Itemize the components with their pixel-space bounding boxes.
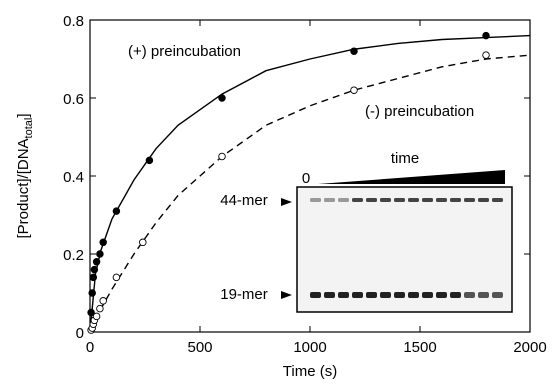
data-point	[113, 274, 120, 281]
x-tick-label: 1500	[403, 339, 436, 356]
gel-band	[324, 198, 335, 202]
inset-time-label: time	[391, 150, 419, 167]
gel-band	[450, 198, 461, 202]
band-label: 19-mer	[220, 286, 268, 303]
data-point	[146, 157, 153, 164]
gel-band	[478, 198, 489, 202]
data-point	[113, 208, 120, 215]
y-tick-label: 0	[76, 325, 84, 342]
x-tick-label: 500	[187, 339, 212, 356]
data-point	[351, 48, 358, 55]
gel-band	[352, 292, 363, 298]
gel-band	[366, 198, 377, 202]
gel-band	[310, 198, 321, 202]
gel-band	[478, 292, 489, 298]
gel-band	[492, 198, 503, 202]
inset-start-label: 0	[302, 170, 310, 187]
data-point	[140, 239, 147, 246]
gel-band	[422, 292, 433, 298]
data-point	[89, 290, 96, 297]
gel-band	[380, 292, 391, 298]
gel-band	[310, 292, 321, 298]
data-point	[483, 32, 490, 39]
x-tick-label: 0	[86, 339, 94, 356]
gel-band	[422, 198, 433, 202]
data-point	[97, 305, 104, 312]
annotation: (+) preincubation	[128, 43, 241, 60]
data-point	[90, 274, 97, 281]
y-tick-label: 0.4	[63, 169, 84, 186]
gel-band	[436, 198, 447, 202]
gel-band	[464, 198, 475, 202]
data-point	[483, 52, 490, 59]
data-point	[219, 153, 226, 160]
data-point	[93, 313, 100, 320]
arrow	[281, 291, 292, 299]
y-tick-label: 0.8	[63, 13, 84, 30]
gel-band	[394, 198, 405, 202]
gel-band	[352, 198, 363, 202]
data-point	[91, 266, 98, 273]
gel-band	[408, 292, 419, 298]
inset: time 0 44-mer 19-mer	[220, 150, 512, 312]
y-label-sub: total	[23, 118, 35, 139]
data-point	[100, 239, 107, 246]
gel-band	[338, 198, 349, 202]
x-tick-label: 1000	[293, 339, 326, 356]
x-tick-label: 2000	[513, 339, 546, 356]
x-axis-label: Time (s)	[283, 363, 337, 380]
gel-band	[464, 292, 475, 298]
gel-band	[366, 292, 377, 298]
time-wedge	[318, 170, 505, 184]
data-point	[97, 251, 104, 258]
gel-band	[324, 292, 335, 298]
gel-band	[492, 292, 503, 298]
gel-band	[338, 292, 349, 298]
arrow	[281, 198, 292, 206]
data-point	[93, 259, 100, 266]
gel-band	[380, 198, 391, 202]
annotation: (-) preincubation	[365, 103, 474, 120]
chart: Time (s) [Product]/[DNAtotal] (+) preinc…	[0, 0, 555, 385]
y-tick-label: 0.2	[63, 247, 84, 264]
gel-band	[408, 198, 419, 202]
y-axis-label: [Product]/[DNAtotal]	[15, 113, 35, 238]
data-point	[351, 87, 358, 94]
data-point	[100, 298, 107, 305]
data-point	[219, 95, 226, 102]
band-label: 44-mer	[220, 192, 268, 209]
gel-band	[436, 292, 447, 298]
y-label-main: [Product]/[DNA	[15, 138, 32, 238]
gel-band	[450, 292, 461, 298]
y-label-end: ]	[15, 113, 32, 117]
y-tick-label: 0.6	[63, 91, 84, 108]
gel-band	[394, 292, 405, 298]
